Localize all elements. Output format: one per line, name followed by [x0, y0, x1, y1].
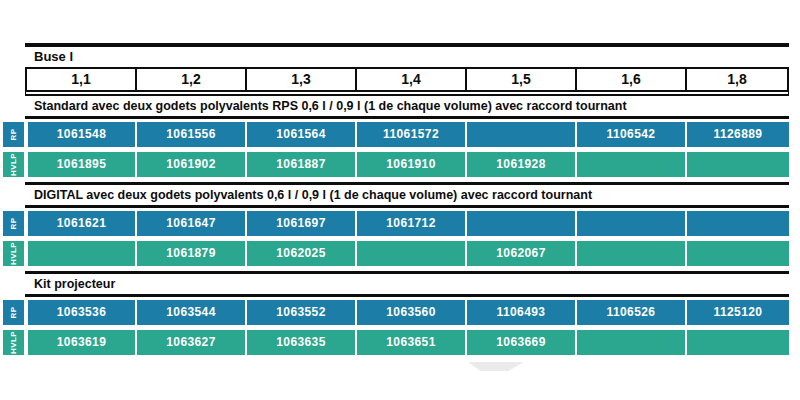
column-header: 1,3 — [247, 69, 357, 90]
part-number-cell: 1061697 — [245, 211, 355, 236]
table-row: HVLP 1061879 1062025 1062067 — [28, 241, 789, 266]
part-number-cell — [28, 241, 135, 266]
table-row: RP 1063536 1063544 1063552 1063560 11064… — [28, 300, 789, 325]
part-number-cell — [575, 211, 685, 236]
part-number-cell — [355, 241, 465, 266]
table-row: RP 1061621 1061647 1061697 1061712 — [28, 211, 789, 236]
part-number-cell: 1063560 — [355, 300, 465, 325]
part-number-cell: 1061879 — [135, 241, 245, 266]
section-title-kit-projecteur: Kit projecteur — [25, 271, 789, 297]
part-number-cell: 1063635 — [245, 330, 355, 355]
part-number-cell: 1061564 — [245, 122, 355, 147]
column-header: 1,1 — [27, 69, 137, 90]
row-label-rp: RP — [3, 122, 24, 147]
part-number-cell — [575, 330, 685, 355]
part-number-cell: 1061928 — [465, 152, 575, 177]
part-number-cell: 1061887 — [245, 152, 355, 177]
column-header: 1,4 — [357, 69, 467, 90]
part-number-cell: 1106493 — [465, 300, 575, 325]
part-number-cell — [685, 152, 789, 177]
part-number-cell: 1106542 — [575, 122, 685, 147]
row-label-hvlp: HVLP — [3, 241, 24, 266]
row-label-rp: RP — [3, 211, 24, 236]
part-number-cell: 1061895 — [28, 152, 135, 177]
part-number-cell: 1063627 — [135, 330, 245, 355]
part-number-cell — [465, 122, 575, 147]
section-title-digital: DIGITAL avec deux godets polyvalents 0,6… — [25, 182, 789, 208]
table-row: HVLP 1061895 1061902 1061887 1061910 106… — [28, 152, 789, 177]
part-number-cell: 1061621 — [28, 211, 135, 236]
part-number-cell — [575, 241, 685, 266]
part-number-cell — [685, 241, 789, 266]
column-header: 1,6 — [577, 69, 687, 90]
column-header: 1,2 — [137, 69, 247, 90]
part-number-cell: 1061548 — [28, 122, 135, 147]
row-label-hvlp: HVLP — [3, 330, 24, 355]
part-number-cell: 1063651 — [355, 330, 465, 355]
table-row: HVLP 1063619 1063627 1063635 1063651 106… — [28, 330, 789, 355]
part-number-cell: 11061572 — [355, 122, 465, 147]
nozzle-size-header: Buse l — [25, 43, 789, 69]
part-number-cell: 1061910 — [355, 152, 465, 177]
part-number-cell: 1063536 — [28, 300, 135, 325]
part-number-cell — [575, 152, 685, 177]
part-number-cell: 1125120 — [685, 300, 789, 325]
part-number-cell: 1061902 — [135, 152, 245, 177]
part-number-cell: 1106526 — [575, 300, 685, 325]
part-number-cell: 1061556 — [135, 122, 245, 147]
nozzle-size-columns: 1,1 1,2 1,3 1,4 1,5 1,6 1,8 — [25, 69, 789, 96]
part-number-cell: 1063619 — [28, 330, 135, 355]
part-number-cell — [685, 211, 789, 236]
part-number-cell: 1062025 — [245, 241, 355, 266]
column-header: 1,8 — [687, 69, 787, 90]
part-number-cell: 1061712 — [355, 211, 465, 236]
section-title-standard: Standard avec deux godets polyvalents RP… — [25, 96, 789, 119]
part-number-cell: 1062067 — [465, 241, 575, 266]
column-header: 1,5 — [467, 69, 577, 90]
part-number-cell: 1063552 — [245, 300, 355, 325]
product-code-table: Buse l 1,1 1,2 1,3 1,4 1,5 1,6 1,8 Stand… — [25, 43, 789, 360]
part-number-cell: 1061647 — [135, 211, 245, 236]
part-number-cell: 1126889 — [685, 122, 789, 147]
part-number-cell: 1063669 — [465, 330, 575, 355]
part-number-cell: 1063544 — [135, 300, 245, 325]
part-number-cell — [685, 330, 789, 355]
row-label-rp: RP — [3, 300, 24, 325]
table-row: RP 1061548 1061556 1061564 11061572 1106… — [28, 122, 789, 147]
row-label-hvlp: HVLP — [3, 152, 24, 177]
part-number-cell — [465, 211, 575, 236]
print-smudge — [468, 362, 524, 371]
